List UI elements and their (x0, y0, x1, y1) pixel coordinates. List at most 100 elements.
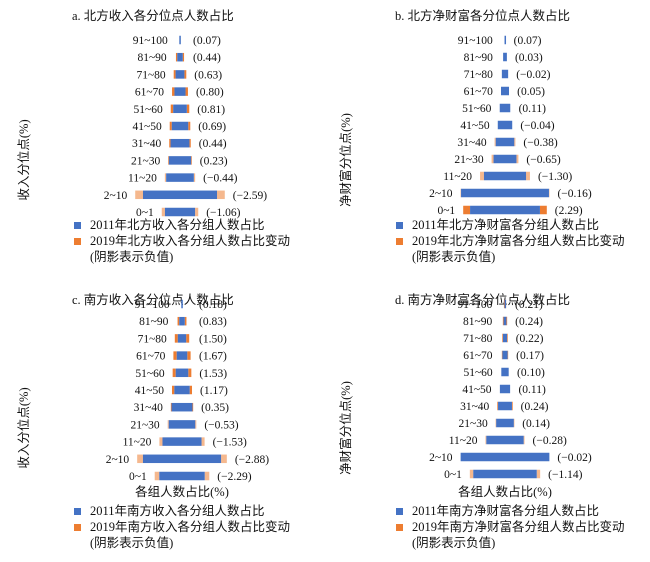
base-bar (503, 316, 507, 326)
category-label: 0~1 (437, 205, 455, 217)
change-bar-right (539, 205, 547, 215)
data-label: (−0.65) (526, 154, 560, 166)
change-bar-left (503, 299, 505, 309)
base-bar (501, 367, 509, 377)
base-bar (171, 121, 189, 131)
change-bar-right (536, 469, 541, 479)
legend-entry-base: 2011年南方收入各分组人数占比 (90, 503, 265, 518)
data-label: (0.07) (193, 35, 221, 47)
change-bar-left (172, 368, 176, 378)
change-bar-right (217, 190, 225, 200)
data-label: (−0.04) (520, 120, 554, 132)
category-label: 51~60 (133, 104, 162, 116)
legend-swatch-base (396, 508, 403, 515)
data-label: (−0.44) (203, 173, 237, 185)
y-axis-label: 收入分位点(%) (16, 119, 31, 200)
legend-entry-note: (阴影表示负值) (90, 535, 173, 550)
category-label: 61~70 (135, 87, 164, 99)
base-bar (500, 86, 510, 96)
change-bar-left (164, 173, 167, 182)
legend-entry-change: 2019年北方净财富各分组人数占比变动 (412, 233, 625, 248)
base-bar (181, 299, 183, 309)
data-label: (−0.02) (557, 452, 591, 464)
change-bar-right (201, 437, 205, 446)
change-bar-left (174, 334, 178, 343)
base-bar (175, 70, 185, 79)
change-bar-right (195, 420, 197, 429)
base-bar (460, 452, 550, 462)
data-label: (1.50) (199, 333, 227, 345)
data-label: (0.44) (199, 138, 227, 150)
data-label: (0.17) (516, 350, 544, 362)
category-label: 71~80 (136, 69, 165, 81)
data-label: (−0.02) (516, 69, 550, 81)
change-bar-left (502, 333, 503, 343)
category-label: 71~80 (464, 69, 493, 81)
category-label: 31~40 (132, 138, 161, 150)
change-bar-left (494, 137, 496, 147)
category-label: 11~20 (123, 437, 152, 449)
data-label: (−2.29) (217, 471, 251, 483)
legend-swatch-change (74, 238, 81, 245)
change-bar-right (185, 87, 188, 96)
category-label: 31~40 (457, 137, 486, 149)
data-label: (0.11) (519, 103, 547, 115)
data-label: (−0.28) (533, 435, 567, 447)
data-label: (1.53) (199, 368, 227, 380)
base-bar (175, 368, 189, 378)
legend-swatch-change (396, 524, 403, 531)
data-label: (0.21) (515, 299, 543, 311)
chart-title: b. 北方净财富各分位点人数占比 (395, 8, 570, 23)
change-bar-left (177, 316, 180, 326)
data-label: (−1.53) (213, 437, 247, 449)
category-label: 0~1 (444, 469, 462, 481)
base-bar (142, 454, 222, 464)
base-bar (174, 385, 190, 395)
category-label: 51~60 (135, 368, 164, 380)
data-label: (−0.16) (557, 188, 591, 200)
category-label: 21~30 (130, 419, 159, 431)
category-label: 41~50 (462, 384, 491, 396)
data-label: (0.14) (522, 418, 550, 430)
data-label: (0.05) (517, 86, 545, 98)
data-label: (0.23) (200, 155, 228, 167)
base-bar (502, 333, 508, 343)
change-bar-left (480, 171, 484, 181)
base-bar (496, 418, 514, 428)
change-bar-left (497, 401, 499, 411)
y-axis-label: 净财富分位点(%) (338, 113, 353, 207)
change-bar-right (204, 471, 210, 481)
data-label: (0.18) (199, 299, 227, 311)
base-bar (142, 190, 218, 200)
legend-entry-change: 2019年南方收入各分组人数占比变动 (90, 519, 290, 534)
base-bar (504, 35, 507, 45)
change-bar-right (221, 454, 227, 464)
base-bar (499, 384, 511, 394)
change-bar-left (491, 154, 494, 164)
base-bar (176, 351, 188, 360)
data-label: (0.83) (199, 316, 227, 328)
base-bar (173, 104, 187, 114)
data-label: (0.63) (194, 69, 222, 81)
category-label: 61~70 (463, 350, 492, 362)
change-bar-left (170, 402, 172, 412)
category-label: 81~90 (463, 316, 492, 328)
change-bar-right (191, 156, 192, 165)
change-bar-right (507, 333, 508, 343)
category-label: 91~100 (458, 35, 493, 47)
data-label: (0.03) (515, 52, 543, 64)
legend-entry-change: 2019年北方收入各分组人数占比变动 (90, 233, 290, 248)
base-bar (493, 154, 517, 164)
category-label: 61~70 (136, 351, 165, 363)
data-label: (−0.53) (204, 419, 238, 431)
base-bar (470, 205, 540, 215)
change-bar-left (172, 87, 175, 96)
change-bar-left (485, 435, 487, 445)
change-bar-right (189, 138, 191, 148)
change-bar-left (171, 385, 175, 395)
category-label: 81~90 (464, 52, 493, 64)
base-bar (504, 299, 507, 309)
change-bar-right (184, 316, 187, 326)
data-label: (−1.30) (538, 171, 572, 183)
data-label: (−1.14) (548, 469, 582, 481)
